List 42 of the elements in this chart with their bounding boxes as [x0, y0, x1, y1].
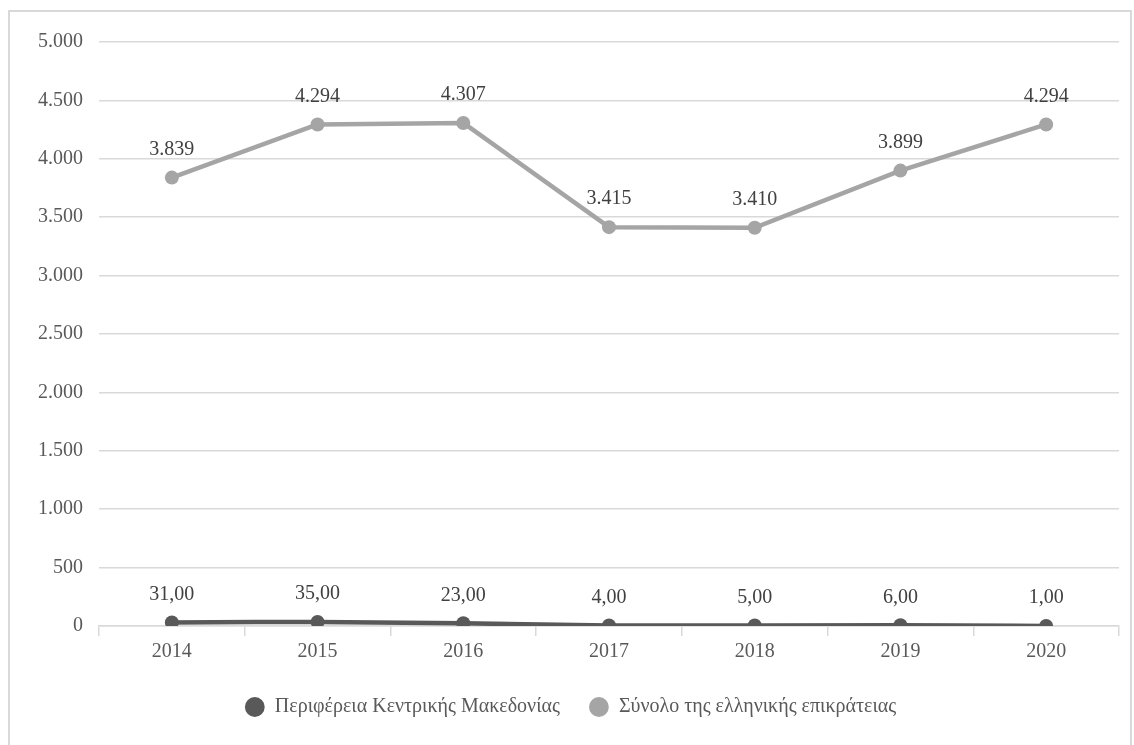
data-label: 5,00	[737, 584, 773, 607]
point	[310, 117, 325, 132]
y-tick-label: 1.500	[38, 438, 83, 461]
x-tick-label: 2019	[880, 639, 921, 662]
y-tick-label: 4.500	[38, 87, 83, 110]
point	[456, 115, 471, 130]
x-tick-label: 2016	[443, 639, 484, 662]
data-label: 3.410	[732, 186, 778, 209]
data-label: 31,00	[149, 581, 195, 604]
y-tick-label: 4.000	[38, 146, 83, 169]
data-label: 6,00	[882, 584, 918, 607]
data-label: 4.294	[295, 83, 341, 106]
x-tick-label: 2020	[1026, 639, 1067, 662]
point	[164, 170, 179, 185]
point	[893, 163, 908, 178]
data-label: 3.839	[149, 136, 195, 159]
data-label: 4.294	[1023, 83, 1069, 106]
x-tick-label: 2018	[734, 639, 775, 662]
y-tick-label: 1.000	[38, 496, 83, 519]
x-tick-label: 2015	[297, 639, 338, 662]
point	[310, 614, 325, 626]
y-tick-label: 3.500	[38, 204, 83, 227]
point	[602, 220, 616, 235]
y-tick-label: 0	[73, 613, 83, 636]
data-label: 4,00	[591, 584, 627, 607]
x-tick-label: 2017	[589, 639, 629, 662]
point	[1039, 117, 1054, 132]
data-label: 1,00	[1028, 585, 1064, 608]
y-tick-label: 500	[53, 554, 83, 577]
data-label: 4.307	[440, 82, 486, 105]
data-label: 3.415	[586, 186, 632, 209]
point	[747, 220, 762, 235]
y-tick-label: 2.000	[38, 379, 83, 402]
legend-label: Σύνολο της ελληνικής επικράτειας	[618, 694, 897, 718]
y-tick-label: 5.000	[38, 29, 83, 52]
y-tick-label: 2.500	[38, 321, 83, 344]
data-label: 3.899	[877, 129, 923, 152]
data-label: 23,00	[440, 582, 486, 605]
y-tick-label: 3.000	[38, 262, 83, 285]
data-label: 35,00	[295, 581, 341, 604]
legend-label: Περιφέρεια Κεντρικής Μακεδονίας	[274, 694, 560, 718]
x-tick-label: 2014	[151, 639, 192, 662]
